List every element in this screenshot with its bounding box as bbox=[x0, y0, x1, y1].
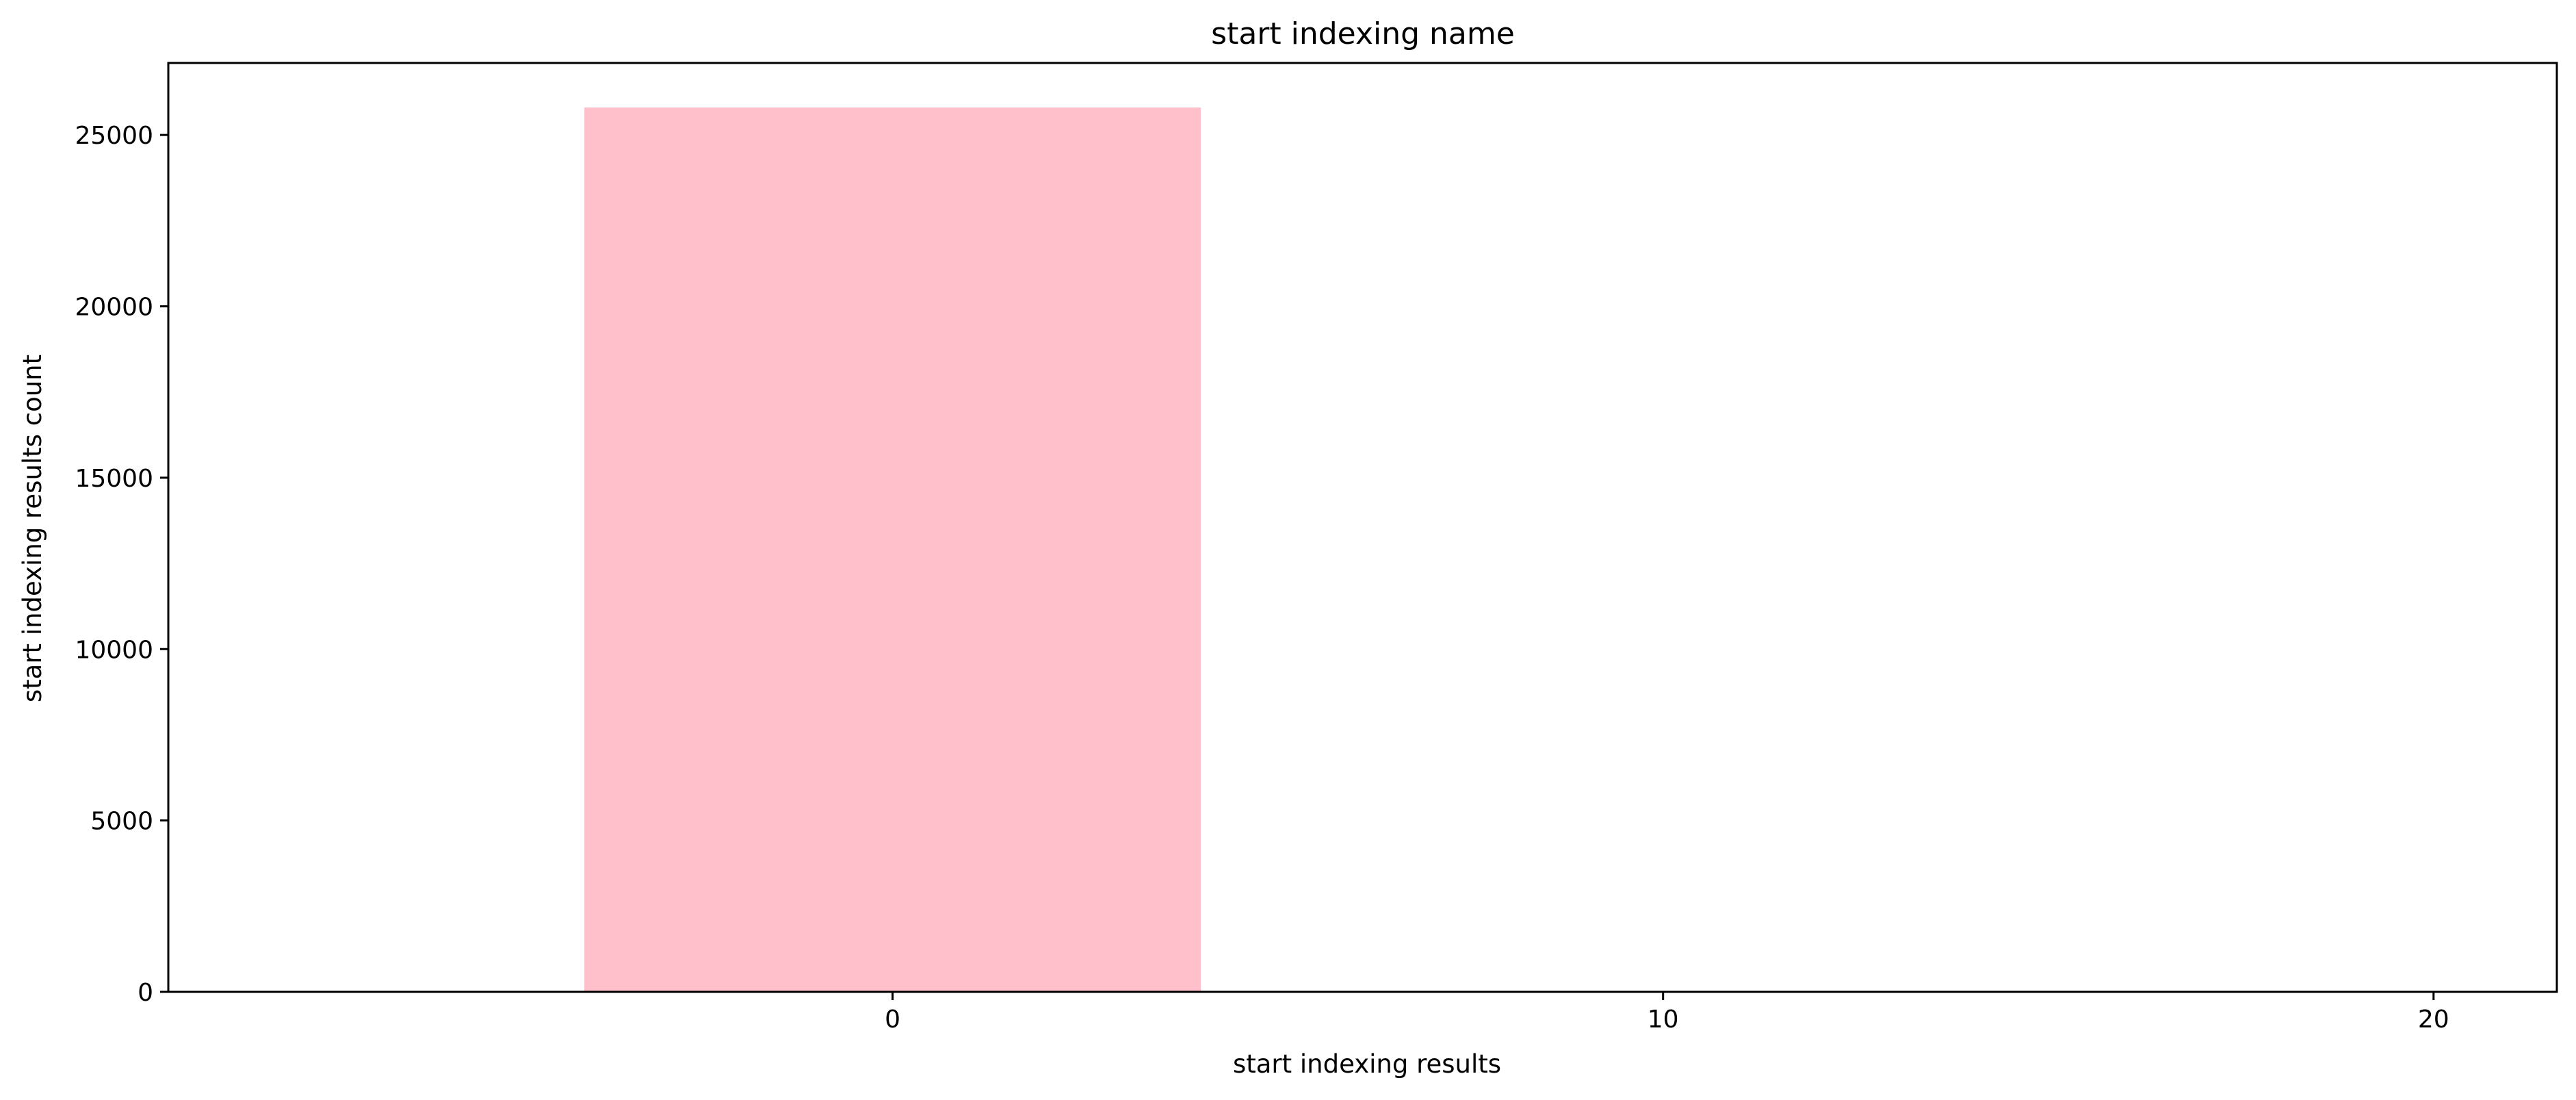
x-tick-label: 10 bbox=[1648, 1006, 1679, 1034]
x-axis-label: start indexing results bbox=[1233, 1049, 1501, 1079]
bar-0 bbox=[584, 107, 1201, 992]
y-axis: 0 5000 10000 15000 20000 25000 bbox=[75, 122, 168, 1007]
plot-frame bbox=[167, 62, 2558, 993]
bars-layer bbox=[584, 107, 1201, 992]
x-tick-label: 0 bbox=[885, 1006, 900, 1034]
y-tick-label: 15000 bbox=[75, 465, 153, 493]
y-tick-label: 25000 bbox=[75, 122, 153, 150]
x-tick-label: 20 bbox=[2418, 1006, 2449, 1034]
y-tick-label: 20000 bbox=[75, 294, 153, 322]
y-tick-label: 10000 bbox=[75, 636, 153, 664]
y-tick-label: 5000 bbox=[90, 808, 153, 836]
x-axis: 0 10 20 bbox=[885, 992, 2449, 1034]
y-tick-label: 0 bbox=[138, 979, 153, 1007]
y-axis-label: start indexing results count bbox=[18, 355, 47, 702]
chart-title: start indexing name bbox=[1211, 16, 1515, 51]
